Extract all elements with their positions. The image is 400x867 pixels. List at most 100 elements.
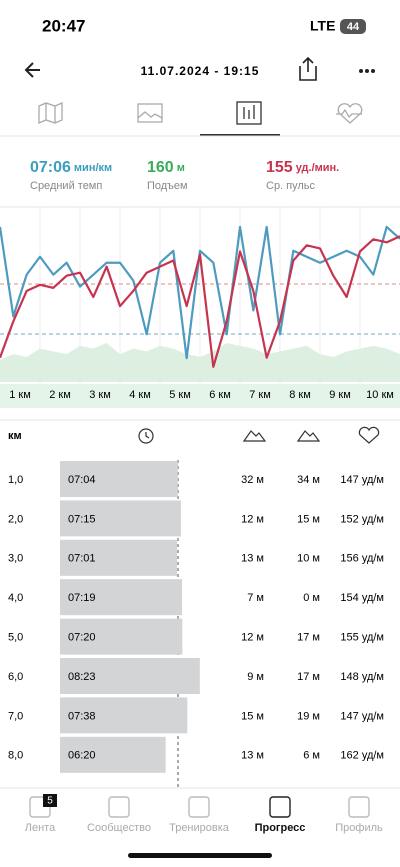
- network: LTE: [310, 18, 335, 34]
- tab-item[interactable]: Профиль: [335, 796, 383, 834]
- ascent: 9 м: [247, 671, 264, 683]
- km: 3,0: [8, 553, 23, 565]
- stat-number: 07:06: [30, 159, 71, 176]
- descent: 6 м: [303, 750, 320, 762]
- tab-label: Сообщество: [87, 822, 151, 834]
- pace-bar: [60, 500, 181, 537]
- km: 8,0: [8, 750, 23, 762]
- badge: [43, 794, 57, 807]
- km: 4,0: [8, 592, 23, 604]
- battery: [340, 19, 366, 34]
- km-label: 7 км: [249, 389, 271, 401]
- home-indicator: [128, 853, 272, 858]
- ascent: 15 м: [241, 710, 264, 722]
- stat-unit: м: [177, 162, 185, 174]
- tab-icon: [188, 796, 210, 818]
- tab-label: Прогресс: [255, 822, 306, 834]
- descent: 10 м: [297, 553, 320, 565]
- km-label: 10 км: [366, 389, 394, 401]
- pulse: 147 уд/м: [340, 710, 384, 722]
- stat-number: 155: [266, 159, 293, 176]
- km-axis: [0, 384, 400, 408]
- descent: 0 м: [303, 592, 320, 604]
- tab-label: Тренировка: [169, 822, 230, 834]
- pace: 07:04: [68, 474, 96, 486]
- pace: 07:38: [68, 710, 96, 722]
- descent: 34 м: [297, 474, 320, 486]
- descent: 15 м: [297, 513, 320, 525]
- status-time: 20:47: [42, 16, 85, 35]
- descent: 17 м: [297, 671, 320, 683]
- pace-bar: [60, 461, 178, 497]
- pace-bar: [60, 697, 188, 734]
- km-label: 2 км: [49, 389, 71, 401]
- km: 5,0: [8, 632, 23, 644]
- stat-value: 155 уд./мин.: [266, 159, 339, 176]
- tab-icon: [348, 796, 370, 818]
- pace-bar: [60, 618, 183, 655]
- stat-label: Средний темп: [30, 180, 102, 192]
- km: 7,0: [8, 710, 23, 722]
- pace: 07:19: [68, 592, 96, 604]
- pace-bar: [60, 658, 200, 694]
- stat-label: Ср. пульс: [266, 180, 316, 192]
- battery-level: 44: [347, 21, 360, 33]
- km-label: 9 км: [329, 389, 351, 401]
- km-label: 8 км: [289, 389, 311, 401]
- ascent: 32 м: [241, 474, 264, 486]
- pulse: 156 уд/м: [340, 553, 384, 565]
- km: 1,0: [8, 474, 23, 486]
- km-label: 6 км: [209, 389, 231, 401]
- ascent: 12 м: [241, 513, 264, 525]
- ascent: 13 м: [241, 750, 264, 762]
- pulse: 155 уд/м: [340, 632, 384, 644]
- stat-number: 160: [147, 159, 174, 176]
- header-title: 11.07.2024 - 19:15: [141, 64, 260, 78]
- km: 6,0: [8, 671, 23, 683]
- share-button[interactable]: [299, 56, 317, 81]
- table-header: км: [8, 430, 22, 442]
- pace-bar: [60, 539, 178, 576]
- ascent: 12 м: [241, 632, 264, 644]
- ascent: 13 м: [241, 553, 264, 565]
- pace-line: [0, 225, 400, 360]
- descent: 19 м: [297, 710, 320, 722]
- ascent: 7 м: [247, 592, 264, 604]
- pace: 07:20: [68, 632, 96, 644]
- stat-value: 07:06 мин/км: [30, 159, 112, 176]
- stat-label: Подъем: [147, 180, 188, 192]
- pulse: 154 уд/м: [340, 592, 384, 604]
- km-label: 4 км: [129, 389, 151, 401]
- elevation-area: [0, 343, 400, 382]
- pace: 07:01: [68, 553, 96, 565]
- more-button[interactable]: [359, 69, 375, 73]
- tab-item[interactable]: Прогресс: [255, 796, 306, 834]
- pulse-line: [0, 235, 400, 368]
- pulse: 152 уд/м: [340, 513, 384, 525]
- pace-bar: [60, 579, 183, 616]
- pace: 07:15: [68, 513, 96, 525]
- pulse: 147 уд/м: [340, 474, 384, 486]
- tab-label: Профиль: [335, 822, 383, 834]
- km-label: 3 км: [89, 389, 111, 401]
- tab-label: Лента: [25, 822, 56, 834]
- pace: 08:23: [68, 671, 96, 683]
- descent: 17 м: [297, 632, 320, 644]
- km: 2,0: [8, 513, 23, 525]
- km-label: 1 км: [9, 389, 31, 401]
- tab-item[interactable]: Тренировка: [169, 796, 230, 834]
- pulse: 148 уд/м: [340, 671, 384, 683]
- km-label: 5 км: [169, 389, 191, 401]
- stat-value: 160 м: [147, 159, 185, 176]
- tabs[interactable]: [38, 101, 363, 125]
- tab-item[interactable]: Сообщество: [87, 796, 151, 834]
- badge-count: 5: [47, 796, 53, 807]
- pace-bar: [60, 736, 166, 773]
- table-icons: [138, 426, 380, 444]
- back-button[interactable]: [24, 62, 40, 78]
- pulse: 162 уд/м: [340, 750, 384, 762]
- stat-unit: уд./мин.: [296, 162, 340, 174]
- tab-icon: [269, 796, 291, 818]
- stat-unit: мин/км: [74, 162, 112, 174]
